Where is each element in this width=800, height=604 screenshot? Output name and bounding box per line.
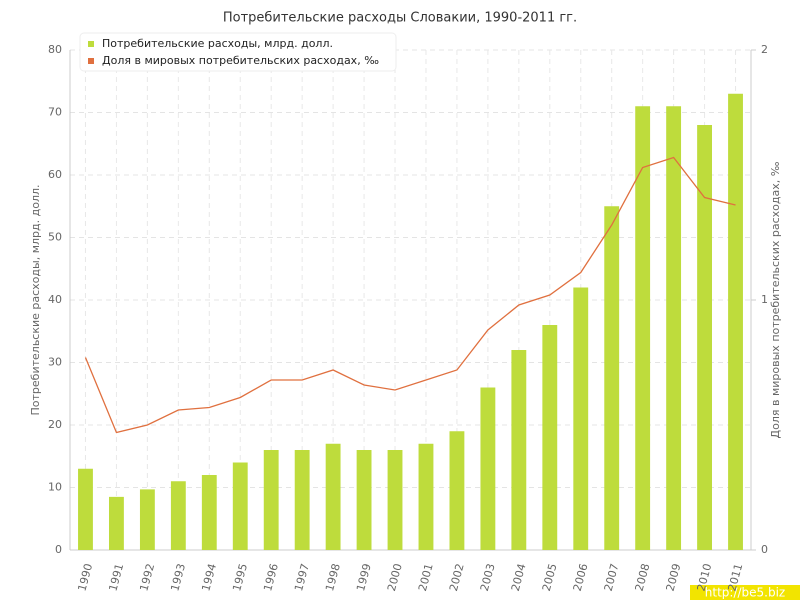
x-tick-label: 1991: [106, 562, 126, 592]
legend-swatch: [88, 41, 94, 47]
x-tick-label: 1997: [292, 562, 312, 592]
bar: [697, 125, 712, 550]
y-tick-label: 10: [48, 481, 62, 494]
x-tick-label: 2001: [416, 562, 436, 592]
x-tick-label: 1994: [199, 562, 219, 592]
bar: [666, 106, 682, 550]
y2-tick-label: 2: [761, 43, 768, 56]
legend-label: Потребительские расходы, млрд. долл.: [102, 37, 333, 50]
x-tick-label: 2005: [540, 562, 560, 592]
bar: [294, 450, 310, 550]
watermark-bg: [690, 585, 800, 600]
bar: [263, 450, 279, 550]
x-tick-label: 1992: [137, 562, 157, 592]
bar: [356, 450, 372, 550]
x-tick-label: 1993: [168, 562, 188, 592]
y-axis-title: Потребительские расходы, млрд. долл.: [29, 185, 42, 416]
bar: [387, 450, 403, 550]
legend: Потребительские расходы, млрд. долл. Доля…: [79, 32, 397, 72]
x-tick-label: 2004: [509, 562, 529, 592]
y-tick-label: 40: [48, 293, 62, 306]
legend-swatch: [88, 58, 94, 64]
bar: [728, 93, 743, 550]
x-tick-label: 2009: [664, 562, 684, 592]
bar: [201, 475, 217, 550]
y2-tick-label: 1: [761, 293, 768, 306]
y-tick-label: 50: [48, 231, 62, 244]
watermark: http://be5.biz: [705, 586, 785, 600]
x-tick-label: 1995: [230, 562, 250, 592]
bar: [418, 443, 434, 550]
bar: [573, 287, 589, 550]
legend-label: Доля в мировых потребительских расходах,…: [102, 54, 379, 67]
x-tick-label: 1990: [75, 562, 95, 592]
y-tick-label: 80: [48, 43, 62, 56]
legend-box: [79, 32, 397, 72]
bar: [78, 468, 93, 550]
bar: [542, 325, 558, 550]
x-tick-label: 1996: [261, 562, 281, 592]
bar: [449, 431, 465, 550]
x-tick-label: 2000: [385, 562, 405, 592]
bar: [325, 443, 341, 550]
x-tick-label: 1999: [354, 562, 374, 592]
y2-tick-label: 0: [761, 543, 768, 556]
bar: [511, 350, 527, 550]
x-tick-label: 2006: [571, 562, 591, 592]
bar: [480, 387, 496, 550]
y-tick-label: 60: [48, 168, 62, 181]
line: [84, 156, 736, 434]
bar: [139, 489, 155, 550]
chart-title: Потребительские расходы Словакии, 1990-2…: [223, 11, 577, 26]
x-tick-label: 1998: [323, 562, 343, 592]
bar: [635, 106, 651, 550]
y-tick-label: 0: [55, 543, 62, 556]
bar: [170, 481, 186, 550]
bar: [604, 206, 620, 550]
y-tick-label: 20: [48, 418, 62, 431]
x-tick-label: 2008: [633, 562, 653, 592]
x-tick-label: 2007: [602, 562, 622, 592]
y-tick-label: 30: [48, 356, 62, 369]
x-tick-label: 2002: [447, 562, 467, 592]
y2-axis-title: Доля в мировых потребительских расходах,…: [769, 161, 782, 438]
x-tick-label: 2003: [478, 562, 498, 592]
bar: [232, 462, 248, 550]
bar: [109, 496, 124, 550]
y-tick-label: 70: [48, 106, 62, 119]
